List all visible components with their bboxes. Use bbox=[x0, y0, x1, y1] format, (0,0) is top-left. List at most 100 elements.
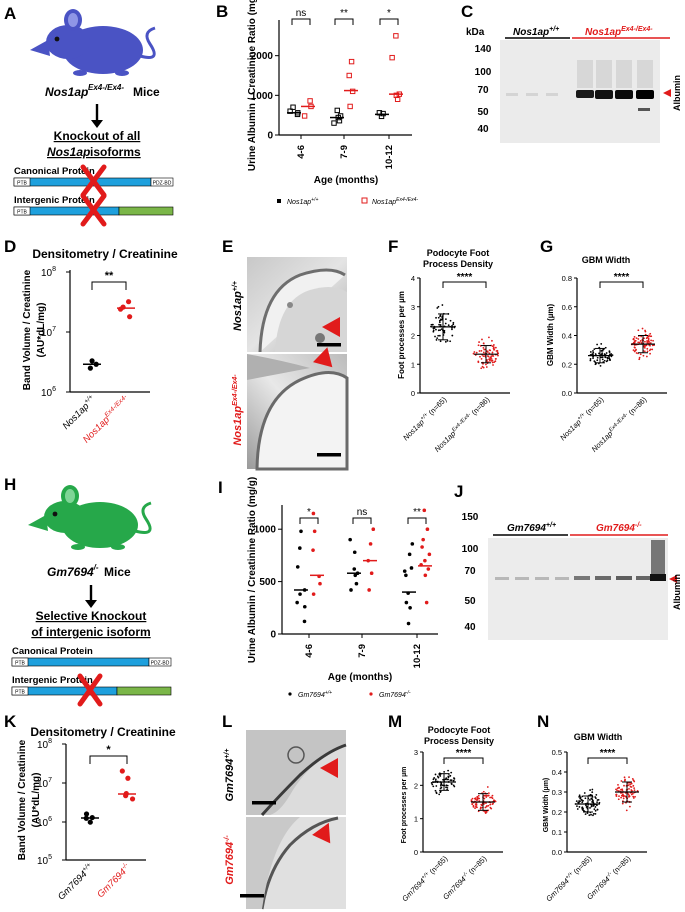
y-tick-label: 0.0 bbox=[552, 848, 562, 857]
x-tick-label: 10-12 bbox=[384, 145, 395, 169]
data-point bbox=[603, 353, 606, 355]
data-point bbox=[624, 778, 626, 781]
y-tick-label: 3 bbox=[414, 748, 418, 757]
data-point bbox=[487, 804, 490, 807]
data-point bbox=[453, 785, 456, 788]
data-point bbox=[475, 351, 478, 354]
panel-label-i: I bbox=[218, 478, 223, 497]
significance-bracket bbox=[352, 517, 372, 524]
panel-h-ko-line1: Selective Knockout bbox=[36, 609, 147, 623]
data-point bbox=[488, 358, 490, 361]
panel-label-a: A bbox=[4, 4, 16, 23]
y-tick-label: 2000 bbox=[251, 51, 274, 62]
data-point bbox=[482, 355, 485, 358]
blot-c-ladder-1: 140 bbox=[475, 44, 492, 55]
chart-b-ylabel-text: Urine Albumin / Creatinine Ratio (mg/g) bbox=[247, 0, 258, 171]
data-point bbox=[451, 328, 453, 331]
data-point bbox=[638, 358, 641, 361]
data-point bbox=[581, 795, 584, 798]
blot-c-wt-base: Nos1ap bbox=[513, 27, 549, 38]
data-point bbox=[441, 784, 444, 787]
blot-j-ladder-1: 150 bbox=[462, 512, 479, 523]
data-point bbox=[486, 360, 489, 363]
data-point bbox=[427, 552, 432, 557]
chart-n: GBM Width 0.00.10.20.30.40.5 ****Gm7694+/… bbox=[543, 732, 647, 903]
micrograph-l-arrow-1 bbox=[320, 758, 338, 778]
data-point bbox=[648, 334, 650, 337]
significance-bracket bbox=[407, 517, 427, 524]
data-point bbox=[650, 339, 653, 342]
data-point bbox=[491, 345, 494, 348]
panel-label-g: G bbox=[540, 237, 553, 256]
significance-label: ** bbox=[105, 270, 114, 282]
data-point bbox=[611, 354, 614, 357]
chart-m-ylabel: Foot processes per µm bbox=[401, 767, 408, 844]
data-point bbox=[620, 792, 622, 794]
data-point bbox=[633, 335, 636, 338]
data-point bbox=[437, 305, 440, 308]
significance-bracket bbox=[379, 18, 399, 25]
data-point bbox=[447, 778, 450, 781]
micrograph-e: Nos1ap+/+ Nos1apEx4-/Ex4- bbox=[232, 257, 349, 471]
data-point bbox=[646, 350, 649, 353]
panel-a-mice-gene: Nos1ap bbox=[45, 85, 88, 99]
blot-band bbox=[636, 90, 654, 99]
y-tick-label: 107 bbox=[41, 326, 56, 339]
chart-g-title: GBM Width bbox=[582, 255, 630, 265]
data-point bbox=[576, 805, 578, 807]
data-point bbox=[349, 588, 353, 592]
y-tick-label: 107 bbox=[37, 777, 52, 790]
data-point bbox=[649, 352, 651, 355]
data-point bbox=[492, 344, 495, 346]
legend-b-wt-base: Nos1ap bbox=[287, 199, 311, 206]
legend-i-marker-wt bbox=[288, 692, 292, 696]
data-point bbox=[633, 787, 636, 789]
significance-bracket bbox=[443, 757, 484, 764]
y-tick-label: 0 bbox=[267, 131, 273, 142]
data-point bbox=[477, 344, 480, 347]
micrograph-e-wt: Nos1ap+/+ bbox=[232, 281, 244, 331]
data-point bbox=[574, 803, 577, 805]
data-point bbox=[452, 323, 455, 326]
data-point bbox=[640, 342, 643, 344]
y-tick-label: 0.8 bbox=[562, 274, 572, 283]
data-point bbox=[438, 323, 440, 326]
data-point bbox=[632, 779, 635, 782]
chart-m-title-1: Podocyte Foot bbox=[428, 725, 491, 735]
x-tick-label: Nos1ap+/+ (n=65) bbox=[558, 395, 606, 443]
legend-b-wt-sup: +/+ bbox=[311, 197, 318, 203]
data-point bbox=[645, 355, 648, 358]
data-point bbox=[83, 811, 90, 817]
data-point bbox=[618, 787, 621, 789]
data-point bbox=[615, 795, 618, 798]
data-point bbox=[476, 799, 478, 802]
chart-i: 0 500 1000 4-6 7-9 10-12 * ns ** Urine Albumin /… bbox=[247, 477, 438, 699]
data-point bbox=[348, 537, 352, 542]
significance-bracket bbox=[89, 755, 128, 764]
data-point bbox=[336, 118, 343, 124]
data-point bbox=[578, 801, 580, 804]
data-point bbox=[620, 780, 623, 782]
significance-bracket bbox=[442, 281, 487, 288]
panel-a-pdz: PDZ-BD bbox=[153, 181, 172, 187]
data-point bbox=[480, 357, 483, 360]
data-point bbox=[628, 776, 630, 779]
blot-j-ladder-5: 40 bbox=[464, 622, 476, 633]
blot-band bbox=[495, 577, 509, 580]
data-point bbox=[601, 358, 604, 361]
data-point bbox=[623, 776, 626, 779]
data-point bbox=[435, 316, 437, 319]
data-point bbox=[649, 344, 651, 347]
data-point bbox=[491, 794, 494, 797]
data-point bbox=[348, 58, 355, 65]
chart-i-xlabel: Age (months) bbox=[328, 672, 392, 683]
data-point bbox=[642, 354, 645, 357]
data-point bbox=[435, 792, 438, 795]
data-point bbox=[620, 794, 623, 797]
data-point bbox=[435, 328, 437, 331]
data-point bbox=[477, 361, 480, 364]
chart-k: Densitometry / Creatinine 108 107 106 105 * G… bbox=[17, 725, 176, 903]
legend-b-marker-ko bbox=[361, 197, 368, 204]
data-point bbox=[298, 546, 302, 550]
